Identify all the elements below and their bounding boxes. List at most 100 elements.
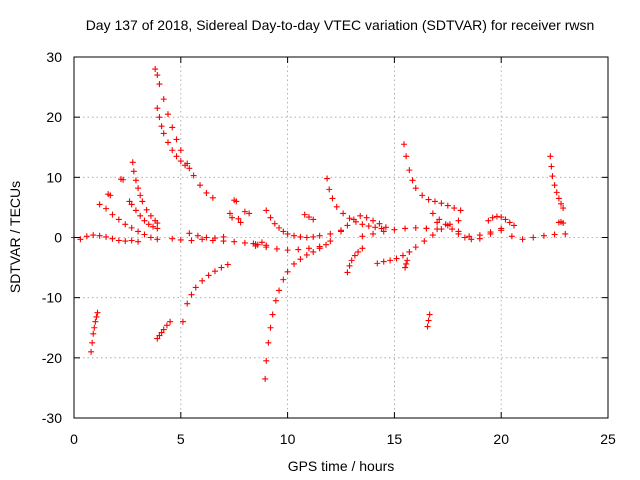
- data-point: [96, 201, 103, 208]
- data-point: [272, 297, 279, 304]
- data-point: [156, 114, 163, 121]
- data-point: [291, 232, 298, 239]
- data-point: [156, 81, 163, 88]
- data-marks: [71, 66, 569, 382]
- data-point: [126, 198, 133, 205]
- y-tick-label: -30: [42, 410, 62, 426]
- data-point: [498, 214, 505, 221]
- data-point: [269, 311, 276, 318]
- data-point: [160, 96, 167, 103]
- data-point: [211, 268, 218, 275]
- series-arc-31: [547, 153, 567, 212]
- data-point: [267, 214, 274, 221]
- data-point: [551, 231, 558, 238]
- data-point: [324, 175, 331, 182]
- data-point: [167, 318, 174, 325]
- data-point: [406, 248, 413, 255]
- series-arc-8: [154, 105, 193, 172]
- data-point: [235, 215, 242, 222]
- data-point: [263, 357, 270, 364]
- data-point: [423, 225, 430, 232]
- data-point: [426, 311, 433, 318]
- data-point: [348, 257, 355, 264]
- data-point: [370, 230, 377, 237]
- data-point: [128, 201, 135, 208]
- data-point: [421, 238, 428, 245]
- data-point: [506, 219, 513, 226]
- data-point: [103, 233, 110, 240]
- data-point: [218, 264, 225, 271]
- data-point: [135, 238, 142, 245]
- data-point: [164, 111, 171, 118]
- series-arc-17: [252, 242, 323, 254]
- data-point: [303, 234, 310, 241]
- data-point: [327, 238, 334, 245]
- data-point: [154, 220, 161, 227]
- data-point: [382, 224, 389, 231]
- data-point: [346, 215, 353, 222]
- data-point: [429, 232, 436, 239]
- data-point: [359, 245, 366, 252]
- x-tick-label: 20: [493, 431, 509, 447]
- data-point: [267, 324, 274, 331]
- data-point: [412, 244, 419, 251]
- data-point: [197, 182, 204, 189]
- data-point: [303, 251, 310, 258]
- series-arc-15: [262, 238, 334, 382]
- series-arc-3: [96, 201, 161, 243]
- data-point: [461, 234, 468, 241]
- y-tick-label: 10: [46, 169, 62, 185]
- data-point: [409, 177, 416, 184]
- data-point: [449, 226, 456, 233]
- data-point: [128, 224, 135, 231]
- data-point: [199, 277, 206, 284]
- data-point: [374, 260, 381, 267]
- axis-ticks: 0 5 10 15 20 25 -30 -20 -10 0 10 20 30: [42, 49, 616, 447]
- data-point: [391, 226, 398, 233]
- data-point: [485, 217, 492, 224]
- data-point: [154, 335, 161, 342]
- data-point: [241, 208, 248, 215]
- data-point: [540, 232, 547, 239]
- data-point: [297, 233, 304, 240]
- data-point: [186, 165, 193, 172]
- y-tick-label: 20: [46, 109, 62, 125]
- data-point: [376, 220, 383, 227]
- data-point: [122, 221, 129, 228]
- data-point: [412, 224, 419, 231]
- y-tick-label: 30: [46, 49, 62, 65]
- data-point: [351, 252, 358, 259]
- data-point: [403, 153, 410, 160]
- series-arc-12: [186, 230, 227, 242]
- data-point: [444, 202, 451, 209]
- data-point: [355, 248, 362, 255]
- data-point: [141, 217, 148, 224]
- data-point: [380, 228, 387, 235]
- data-point: [263, 244, 270, 251]
- data-point: [241, 239, 248, 246]
- x-tick-label: 25: [600, 431, 616, 447]
- data-point: [203, 189, 210, 196]
- data-point: [258, 239, 265, 246]
- data-point: [553, 189, 560, 196]
- data-point: [154, 236, 161, 243]
- series-arc-4: [105, 176, 127, 199]
- data-point: [297, 256, 304, 263]
- data-point: [94, 309, 101, 316]
- data-point: [93, 313, 100, 320]
- data-point: [562, 230, 569, 237]
- series-arc-11: [179, 261, 231, 325]
- data-point: [493, 213, 500, 220]
- data-point: [145, 221, 152, 228]
- data-point: [141, 231, 148, 238]
- data-point: [305, 214, 312, 221]
- series-arc-28: [429, 210, 475, 243]
- data-point: [455, 217, 462, 224]
- data-point: [403, 260, 410, 267]
- data-point: [560, 205, 567, 212]
- data-point: [107, 192, 114, 199]
- data-point: [83, 233, 90, 240]
- data-point: [365, 223, 372, 230]
- y-tick-label: -20: [42, 350, 62, 366]
- data-point: [402, 264, 409, 271]
